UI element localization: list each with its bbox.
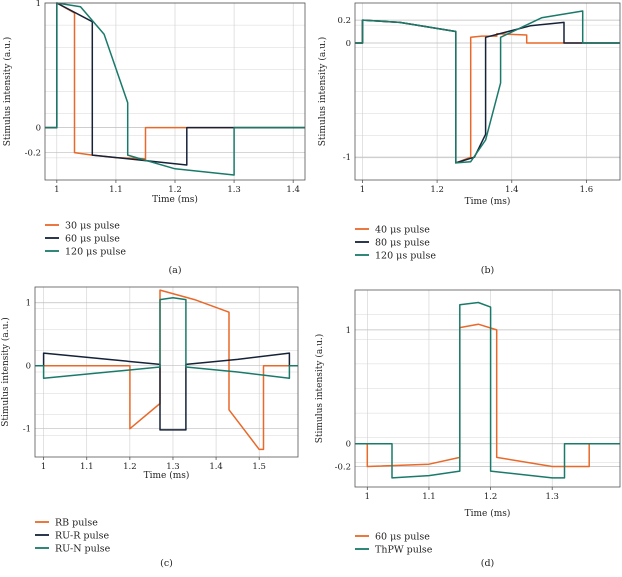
x-axis-label: Time (ms)	[152, 194, 198, 205]
legend-label: 60 μs pulse	[65, 234, 120, 245]
legend-label: 120 μs pulse	[375, 251, 436, 262]
legend-label: ThPW pulse	[375, 545, 433, 556]
series-line-2	[35, 352, 298, 431]
x-tick-label: 1.4	[505, 185, 519, 195]
x-tick-label: 1	[365, 492, 370, 502]
x-tick-label: 1.2	[430, 185, 444, 195]
y-axis-label: Stimulus intensity (a.u.)	[317, 37, 328, 147]
x-tick-label: 1.2	[484, 492, 498, 502]
grid	[355, 3, 620, 180]
series-line-3	[35, 296, 298, 380]
y-tick-label: 0	[346, 440, 351, 450]
plot-frame	[34, 286, 299, 458]
y-tick-label: 1	[26, 299, 31, 309]
legend-label: RU-N pulse	[55, 544, 111, 555]
x-tick-label: 1.1	[109, 185, 123, 195]
panel-c: 1 1.1 1.2 1.3 1.4 1.5 -1 0 1 Time (ms) Stimulus in…	[0, 286, 299, 569]
x-tick-label: 1.2	[123, 462, 137, 472]
legend-label: 80 μs pulse	[375, 238, 430, 249]
y-tick-label: 0	[36, 124, 41, 134]
x-tick-label: 1.6	[580, 185, 594, 195]
x-tick-label: 1	[54, 185, 59, 195]
legend: 60 μs pulse ThPW pulse	[355, 532, 433, 556]
grid	[35, 287, 298, 457]
y-axis-label: Stimulus intensity (a.u.)	[314, 334, 325, 444]
x-tick-label: 1.4	[286, 185, 300, 195]
x-axis-label: Time (ms)	[465, 508, 511, 519]
x-tick-label: 1	[41, 462, 46, 472]
x-axis-label: Time (ms)	[465, 196, 511, 207]
y-tick-label: 1	[36, 0, 41, 9]
legend-label: 60 μs pulse	[375, 532, 430, 543]
panel-caption: (a)	[168, 265, 181, 276]
legend-label: 120 μs pulse	[65, 247, 126, 258]
legend: 30 μs pulse 60 μs pulse 120 μs pulse	[45, 221, 126, 258]
series-line-1	[355, 323, 620, 468]
panel-b: 1 1.2 1.4 1.6 -1 0 0.2 Time (ms) Stimulus intens…	[317, 2, 621, 276]
grid	[355, 290, 620, 487]
x-axis-label: Time (ms)	[144, 470, 190, 481]
y-tick-label: -0.2	[25, 149, 41, 159]
x-tick-label: 1.3	[227, 185, 241, 195]
y-tick-label: 0.2	[337, 16, 351, 26]
legend-label: 30 μs pulse	[65, 221, 120, 232]
legend-label: 40 μs pulse	[375, 225, 430, 236]
panel-d: 1 1.1 1.2 1.3 -0.2 0 1 Time (ms) Stimulus intens…	[314, 289, 621, 569]
x-tick-label: 1.1	[80, 462, 94, 472]
x-tick-label: 1	[360, 185, 365, 195]
plot-frame	[354, 289, 621, 488]
x-tick-label: 1.3	[166, 462, 180, 472]
x-tick-label: 1.3	[545, 492, 559, 502]
panel-caption: (d)	[481, 558, 495, 569]
legend-label: RU-R pulse	[55, 531, 109, 542]
series-line-2	[355, 301, 620, 479]
x-tick-label: 1.2	[168, 185, 182, 195]
y-tick-label: 0	[346, 39, 351, 49]
y-axis-label: Stimulus intensity (a.u.)	[2, 37, 13, 147]
panel-caption: (c)	[160, 558, 173, 569]
x-tick-label: 1.1	[422, 492, 436, 502]
y-axis-label: Stimulus intensity (a.u.)	[0, 317, 11, 427]
y-tick-label: -1	[343, 153, 351, 163]
plot-frame	[354, 2, 621, 181]
y-tick-label: 0	[26, 362, 31, 372]
series-line-3	[355, 10, 620, 164]
x-tick-label: 1.4	[209, 462, 223, 472]
y-tick-label: 1	[346, 326, 351, 336]
panel-caption: (b)	[481, 265, 495, 276]
legend: RB pulse RU-R pulse RU-N pulse	[35, 518, 111, 555]
series-line-3	[45, 2, 305, 176]
legend-label: RB pulse	[55, 518, 98, 529]
panel-a: 1 1.1 1.2 1.3 1.4 -0.2 0 1 Time (ms) Stimulus int…	[2, 0, 306, 276]
series-line-1	[35, 289, 298, 451]
y-tick-label: -1	[23, 425, 31, 435]
y-tick-label: -0.2	[335, 463, 351, 473]
legend: 40 μs pulse 80 μs pulse 120 μs pulse	[355, 225, 436, 262]
x-tick-label: 1.5	[252, 462, 266, 472]
